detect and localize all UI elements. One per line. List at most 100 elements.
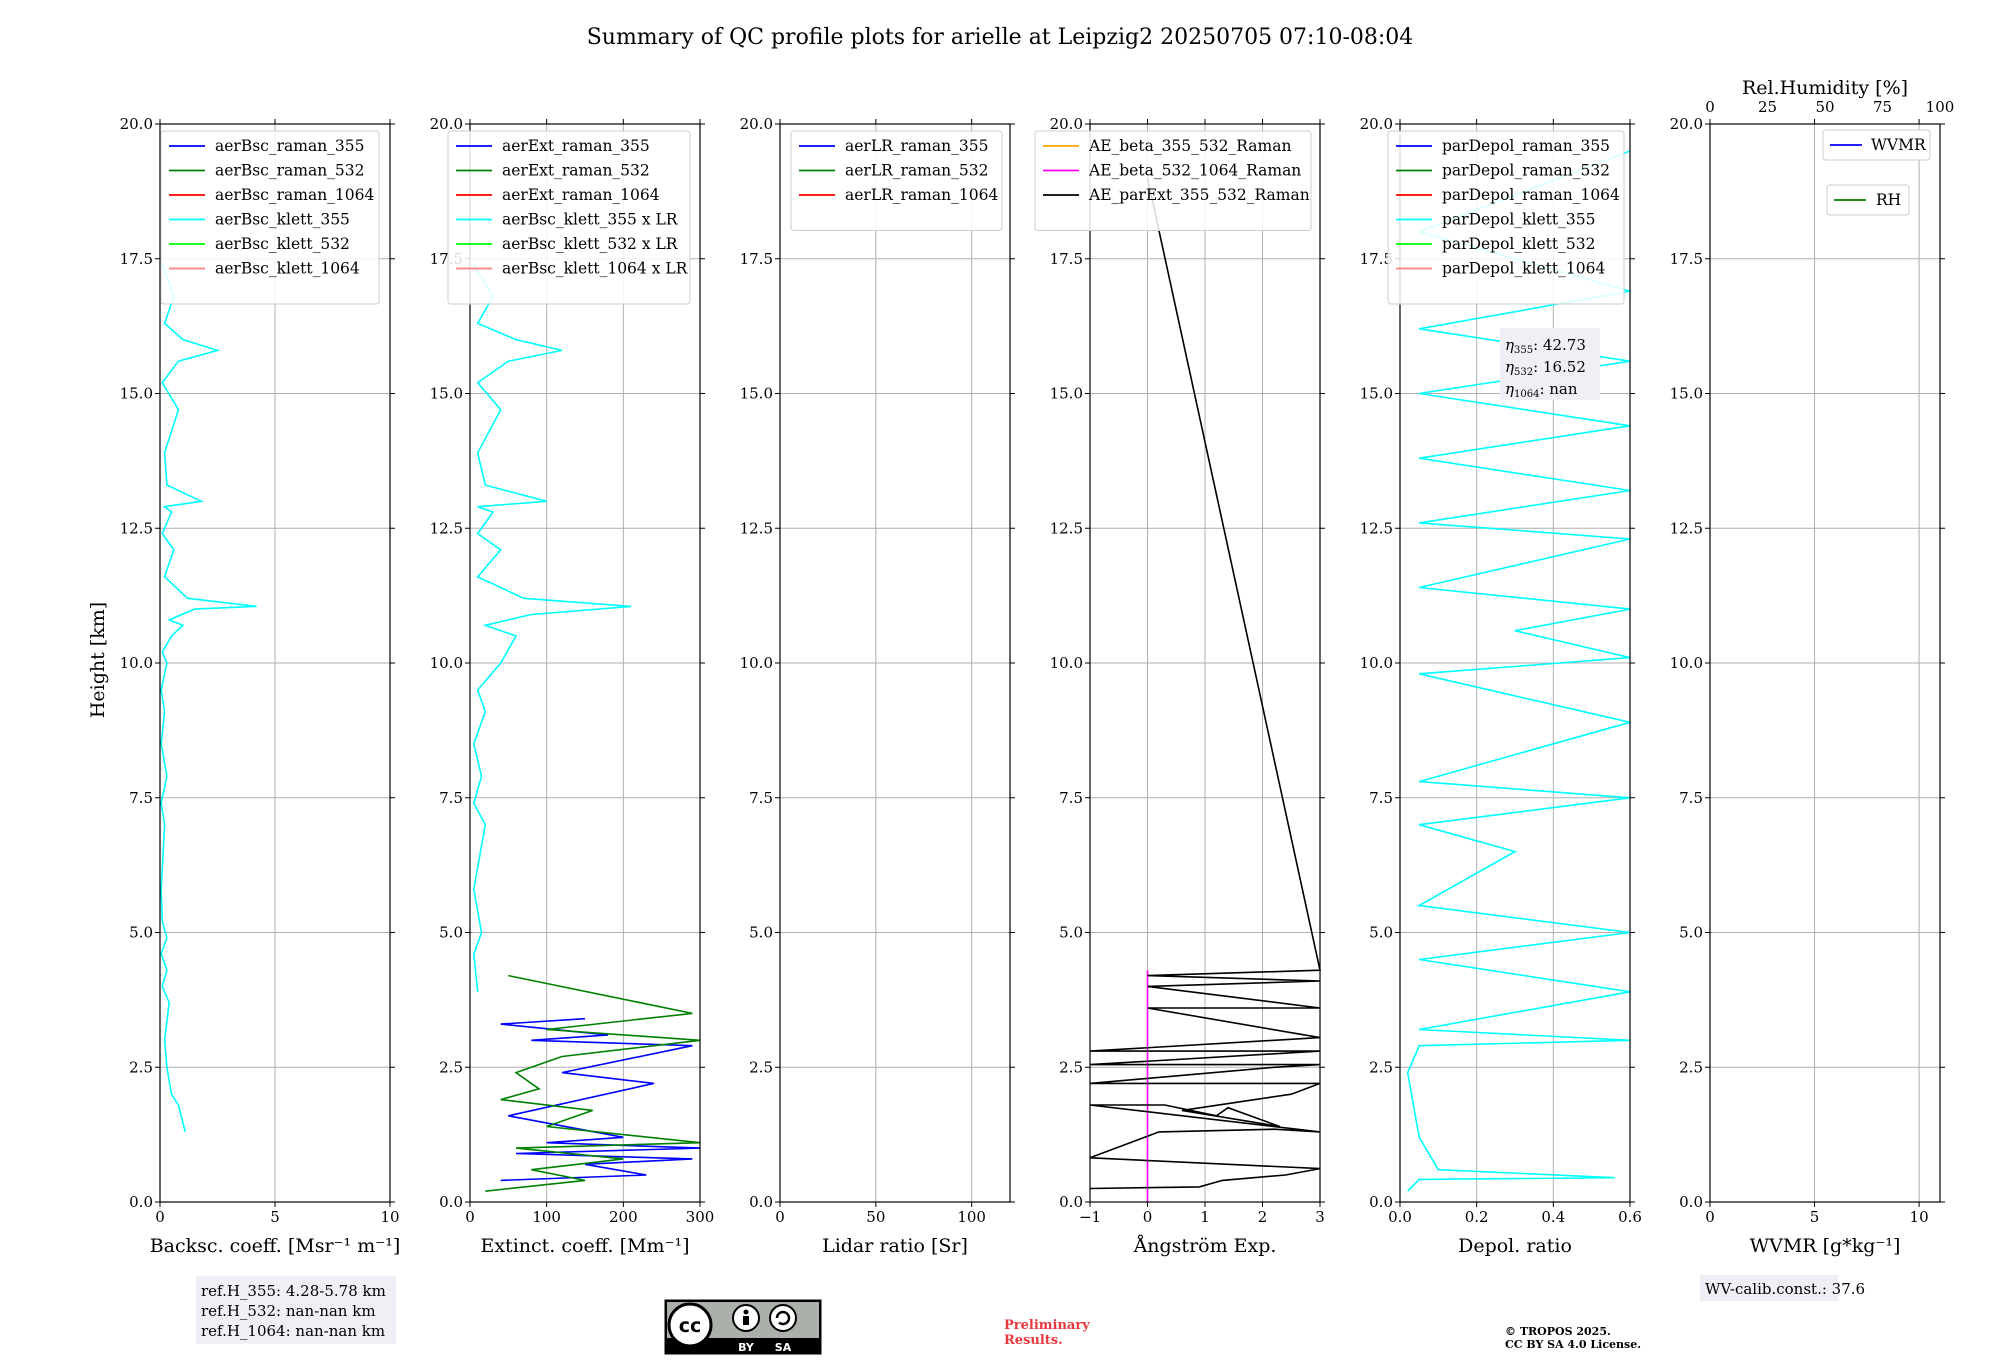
x-tick-label: 2 — [1258, 1208, 1268, 1226]
legend-box — [447, 130, 691, 305]
legend-entry: parDepol_klett_1064 — [1442, 260, 1605, 278]
eta-1064: η1064: nan — [1505, 380, 1578, 400]
y-tick-label: 17.5 — [1050, 250, 1083, 268]
y-tick-label: 7.5 — [1679, 789, 1703, 807]
y-tick-label: 12.5 — [120, 519, 153, 537]
ref-height-532: ref.H_532: nan-nan km — [201, 1302, 376, 1320]
eta-532: η532: 16.52 — [1505, 358, 1586, 378]
wv-calib-const: WV-calib.const.: 37.6 — [1705, 1280, 1865, 1298]
x-tick-label: 0 — [775, 1208, 785, 1226]
legend: parDepol_raman_355 parDepol_raman_532 parD… — [1387, 130, 1625, 305]
legend-entry: aerBsc_klett_532 — [215, 235, 350, 253]
y-tick-label: 10.0 — [1670, 654, 1703, 672]
x2-tick-label: 25 — [1758, 98, 1777, 116]
legend-wvmr: WVMR — [1822, 129, 1931, 161]
y-tick-label: 20.0 — [120, 115, 153, 133]
legend-entry: AE_parExt_355_532_Raman — [1088, 186, 1310, 204]
x-tick-label: 100 — [532, 1208, 561, 1226]
legend-entry: aerExt_raman_355 — [502, 137, 650, 155]
copyright-line2: CC BY SA 4.0 License. — [1505, 1338, 1641, 1351]
x-tick-label: 200 — [609, 1208, 638, 1226]
legend-entry: aerBsc_klett_1064 — [215, 260, 360, 278]
cc-logo-text: cc — [679, 1315, 702, 1337]
x-tick-label: 0 — [465, 1208, 475, 1226]
x-tick-label: 5 — [1810, 1208, 1820, 1226]
sa-share-alike-icon — [769, 1304, 797, 1332]
y-tick-label: 7.5 — [439, 789, 463, 807]
y-tick-label: 2.5 — [1679, 1058, 1703, 1076]
x-tick-label: 100 — [957, 1208, 986, 1226]
preliminary-note-line2: Results. — [1004, 1333, 1063, 1348]
legend-entry: aerBsc_klett_355 — [215, 211, 350, 229]
legend-box — [160, 130, 380, 305]
legend-entry: aerLR_raman_532 — [845, 162, 988, 180]
series-line-aerExt_raman_532 — [485, 974, 701, 1192]
legend-entry: parDepol_klett_532 — [1442, 235, 1595, 253]
legend-entry: WVMR — [1871, 136, 1927, 154]
y-tick-label: 10.0 — [430, 654, 463, 672]
x2-tick-label: 0 — [1705, 98, 1715, 116]
y-tick-label: 7.5 — [1369, 789, 1393, 807]
eta-355: η355: 42.73 — [1505, 336, 1586, 356]
panel-1: 0.0 2.5 5.0 7.5 10.0 12.5 15.0 17.5 20.0 0 5 10 Back… — [120, 115, 401, 1257]
copyright-line1: © TROPOS 2025. — [1505, 1325, 1611, 1338]
legend-entry: parDepol_raman_532 — [1442, 162, 1610, 180]
legend-entry: aerExt_raman_1064 — [502, 186, 660, 204]
y-tick-label: 20.0 — [1670, 115, 1703, 133]
x-tick-label: 10 — [1910, 1208, 1929, 1226]
y-tick-label: 17.5 — [1670, 250, 1703, 268]
legend-rh: RH — [1826, 184, 1910, 216]
legend-entry: aerBsc_raman_1064 — [215, 186, 375, 204]
x-tick-label: 10 — [380, 1208, 399, 1226]
x-tick-label: 1 — [1200, 1208, 1210, 1226]
y-tick-label: 12.5 — [1360, 519, 1393, 537]
x-axis-label: Backsc. coeff. [Msr⁻¹ m⁻¹] — [150, 1235, 401, 1257]
y-tick-label: 7.5 — [129, 789, 153, 807]
x-tick-label: −1 — [1079, 1208, 1101, 1226]
y-tick-label: 10.0 — [120, 654, 153, 672]
legend: aerExt_raman_355 aerExt_raman_532 aerExt_r… — [447, 130, 691, 305]
x-tick-label: 0 — [1143, 1208, 1153, 1226]
legend-entry: RH — [1876, 191, 1901, 209]
y-tick-label: 20.0 — [430, 115, 463, 133]
y-tick-label: 20.0 — [740, 115, 773, 133]
legend-box — [1387, 130, 1625, 305]
y-tick-label: 5.0 — [439, 924, 463, 942]
eta-box-bg — [1500, 328, 1600, 400]
x-tick-label: 50 — [866, 1208, 885, 1226]
y-tick-label: 15.0 — [120, 385, 153, 403]
x-axis-label: Depol. ratio — [1458, 1235, 1572, 1257]
panel-6: 0.02.55.07.510.012.515.017.520.00 5 10WVMR… — [1670, 77, 1955, 1257]
y-tick-label: 0.0 — [1059, 1193, 1083, 1211]
y-tick-label: 5.0 — [1059, 924, 1083, 942]
y-tick-label: 2.5 — [129, 1058, 153, 1076]
ref-height-1064: ref.H_1064: nan-nan km — [201, 1322, 385, 1340]
y-tick-label: 15.0 — [1050, 385, 1083, 403]
x-tick-label: 0.0 — [1388, 1208, 1412, 1226]
panel-2: 0.02.55.07.510.012.515.017.520.00 100 200 3… — [430, 115, 715, 1257]
x-tick-label: 0.2 — [1465, 1208, 1489, 1226]
x-tick-label: 0.4 — [1541, 1208, 1565, 1226]
y-tick-label: 2.5 — [439, 1058, 463, 1076]
x-axis-label: Extinct. coeff. [Mm⁻¹] — [480, 1235, 689, 1257]
y-tick-label: 5.0 — [129, 924, 153, 942]
legend-entry: parDepol_raman_355 — [1442, 137, 1610, 155]
y-tick-label: 12.5 — [430, 519, 463, 537]
preliminary-note-line1: Preliminary — [1004, 1318, 1090, 1333]
legend-entry: aerLR_raman_1064 — [845, 186, 998, 204]
series-line-aerBsc_klett_355 x LR — [472, 263, 632, 992]
ref-height-box: ref.H_355: 4.28-5.78 km ref.H_532: nan-n… — [196, 1276, 396, 1344]
y-tick-label: 7.5 — [1059, 789, 1083, 807]
y-tick-label: 5.0 — [1679, 924, 1703, 942]
legend-entry: parDepol_raman_1064 — [1442, 186, 1620, 204]
legend-box — [1826, 184, 1910, 216]
y-tick-label: 5.0 — [1369, 924, 1393, 942]
x-axis-label: WVMR [g*kg⁻¹] — [1750, 1235, 1901, 1257]
y-tick-label: 15.0 — [1360, 385, 1393, 403]
series-line-parDepol_klett_355 — [1406, 150, 1631, 1192]
x2-tick-label: 75 — [1873, 98, 1892, 116]
x-axis-label: Lidar ratio [Sr] — [822, 1235, 968, 1257]
series-line-aerBsc_klett_355 — [160, 263, 257, 1133]
